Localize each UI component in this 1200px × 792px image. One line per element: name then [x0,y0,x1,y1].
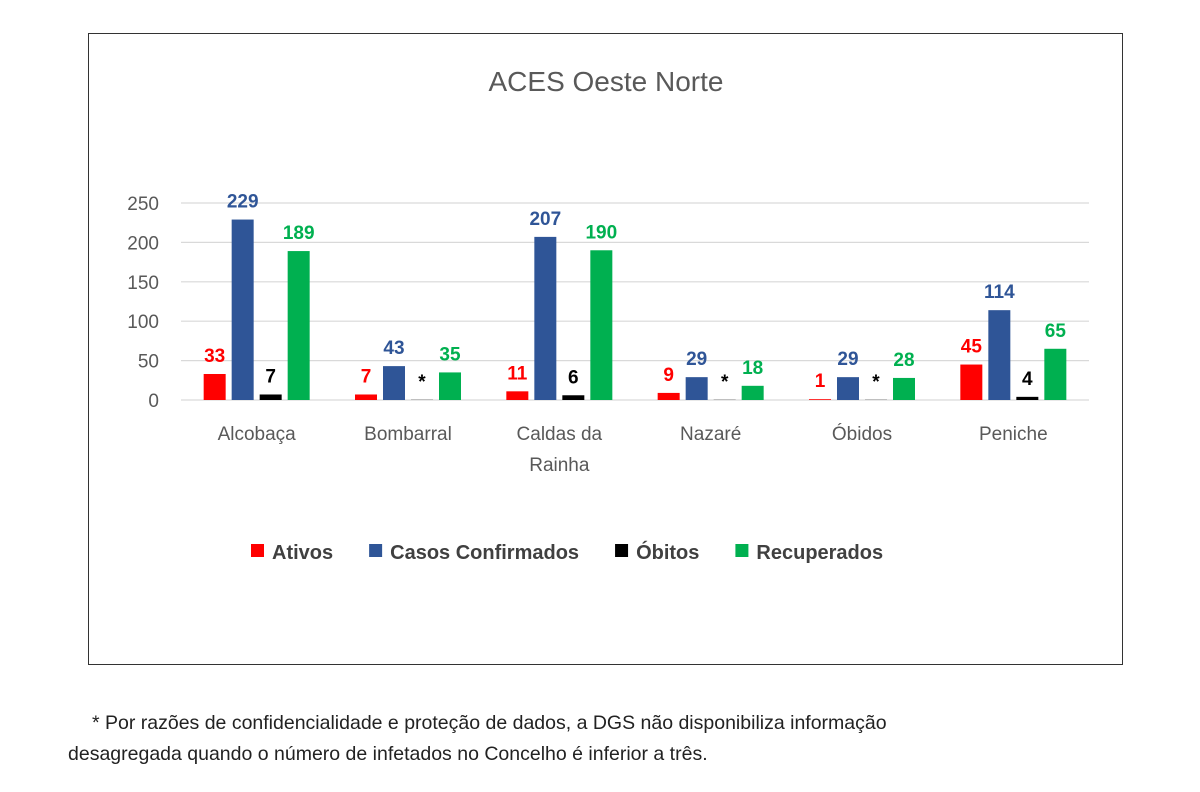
bar [439,372,461,400]
data-label: 45 [961,337,983,358]
bar [1016,396,1039,400]
bar [534,236,557,400]
chart-frame: ACES Oeste Norte 0 50 100 150 200 250 33 229 7 1… [88,33,1123,665]
y-tick-label: 200 [127,233,159,254]
data-label: 11 [507,363,528,384]
y-tick-label: 0 [148,391,159,412]
legend-label: Recuperados [756,542,883,564]
chart-title: ACES Oeste Norte [489,66,724,97]
bar [960,364,983,400]
data-label: 18 [742,358,763,379]
gridlines [181,202,1089,401]
data-label: 4 [1022,369,1033,390]
data-label: 35 [439,344,461,365]
bar [383,366,405,400]
bar [837,377,859,400]
legend-item: Casos Confirmados [369,542,579,564]
data-label: 7 [361,366,372,387]
bar [988,310,1011,400]
data-label: * [721,372,729,393]
legend-swatch [369,544,383,557]
data-label: 33 [204,346,225,367]
footnote: * Por razões de confidencialidade e prot… [68,708,1158,770]
data-label: 9 [663,365,674,386]
bar [259,394,282,400]
legend: Ativos Casos Confirmados Óbitos Recuperados [251,540,883,564]
bars [203,219,1067,400]
y-tick-label: 150 [127,273,159,294]
data-label: 1 [815,371,826,392]
data-label: 7 [265,366,276,387]
bar-chart: ACES Oeste Norte 0 50 100 150 200 250 33 229 7 1… [127,66,1089,564]
y-tick-label: 50 [138,352,159,373]
category-label-line: Bombarral [364,424,452,445]
data-label: 229 [227,192,259,213]
data-label: 29 [686,349,707,370]
data-label: * [872,372,880,393]
bar [590,250,613,400]
category-label: Peniche [979,424,1048,445]
legend-swatch [735,544,749,557]
legend-swatch [615,544,629,557]
category-label: Caldas da Rainha [517,424,603,476]
data-label: 207 [529,209,561,230]
legend-label: Ativos [272,542,333,564]
legend-label: Óbitos [636,540,699,564]
y-tick-label: 250 [127,194,159,215]
bar [893,377,915,400]
data-label: 114 [984,282,1015,303]
bar [231,219,254,400]
data-label: 43 [383,338,404,359]
bar [562,395,585,400]
category-label: Alcobaça [218,424,297,445]
footnote-line-1: * Por razões de confidencialidade e prot… [92,712,887,734]
category-label-line: Rainha [529,455,590,476]
x-axis-categories: Alcobaça Bombarral Caldas da Rainha Nazaré Ób… [218,423,1048,476]
category-label-line: Nazaré [680,424,741,445]
data-label: * [418,372,426,393]
category-label-line: Peniche [979,424,1048,445]
bar [741,385,764,400]
category-label-line: Caldas da [517,424,603,445]
bar [506,391,529,400]
legend-label: Casos Confirmados [390,542,579,564]
legend-item: Ativos [251,542,333,564]
bar [657,392,680,400]
data-label: 29 [837,349,858,370]
bar [1044,348,1067,400]
bar [809,399,831,400]
category-label: Bombarral [364,424,452,445]
data-label: 190 [585,222,617,243]
data-label: 6 [568,367,579,388]
bar [355,394,377,400]
category-label-line: Alcobaça [218,424,297,445]
data-label: 189 [283,223,315,244]
data-label: 65 [1045,321,1067,342]
category-label: Óbidos [832,423,892,445]
legend-item: Recuperados [735,542,883,564]
legend-swatch [251,544,264,557]
category-label: Nazaré [680,424,741,445]
footnote-line-2: desagregada quando o número de infetados… [68,743,708,765]
data-label: 28 [893,350,914,371]
bar [287,251,310,400]
y-axis-ticks: 0 50 100 150 200 250 [127,194,159,412]
y-tick-label: 100 [127,312,159,333]
bar [685,377,708,400]
bar [203,373,226,400]
data-labels: 33 229 7 189 7 43 * 35 11 207 6 190 9 29 * 18 1 29 * 28 45 11… [204,192,1066,393]
legend-item: Óbitos [615,540,699,564]
category-label-line: Óbidos [832,423,892,445]
